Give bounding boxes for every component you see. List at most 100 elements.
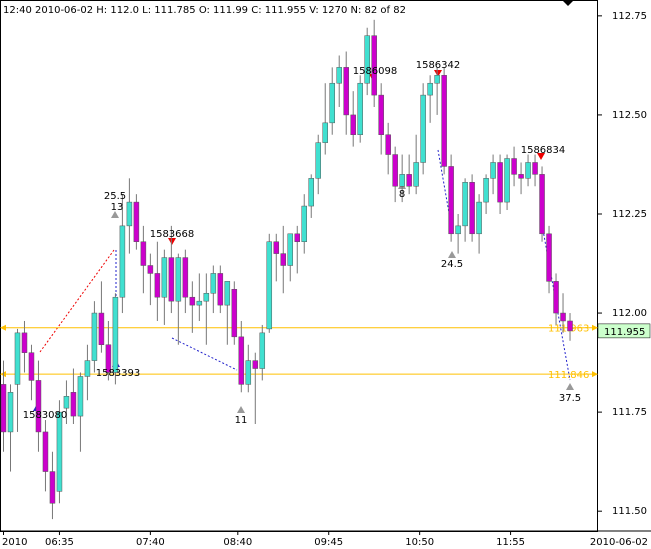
candle-body	[385, 134, 391, 155]
candle-body	[63, 396, 70, 409]
candle-body	[364, 35, 370, 84]
candle-body	[147, 265, 154, 274]
candle-body	[504, 158, 510, 203]
candle-body	[287, 233, 294, 266]
candle-body	[497, 162, 503, 203]
candle-body	[77, 376, 84, 417]
annotation: 8	[399, 189, 405, 200]
candle-body	[406, 174, 412, 187]
level-arrow	[592, 371, 598, 378]
candle-body	[483, 178, 489, 203]
candle-body	[140, 241, 147, 266]
y-tick-label: 112.50	[612, 110, 647, 121]
signal-line	[437, 149, 453, 231]
candle-body	[476, 201, 482, 235]
candle-body	[294, 233, 301, 242]
candle-body	[0, 384, 7, 433]
candle-body	[35, 380, 42, 433]
candle-body	[105, 344, 112, 373]
signal-line	[39, 249, 115, 353]
candle-body	[224, 281, 231, 306]
triangle-marker	[566, 383, 574, 390]
x-tick-label: 08:40	[223, 537, 252, 548]
candle-body	[539, 174, 545, 235]
x-tick-label: 11:55	[496, 537, 525, 548]
price-badge	[597, 323, 651, 339]
candle-body	[420, 94, 426, 163]
candle-body	[427, 82, 433, 96]
candle-body	[322, 122, 328, 143]
candle-body	[56, 411, 63, 492]
scroll-marker	[562, 0, 574, 6]
candle-body	[182, 257, 189, 298]
candle-body	[371, 35, 377, 96]
candle-body	[175, 257, 182, 302]
candle-body	[42, 431, 49, 472]
annotation: 1583393	[96, 368, 141, 379]
candle-body	[28, 352, 35, 381]
annotation: 24.5	[441, 259, 463, 270]
candle-body	[469, 182, 475, 235]
triangle-marker	[111, 211, 119, 218]
annotation: 25.5	[104, 191, 126, 202]
candle-body	[84, 360, 91, 377]
triangle-marker	[448, 251, 456, 258]
candle-body	[553, 281, 559, 314]
candle-body	[560, 312, 566, 322]
candle-body	[308, 178, 314, 207]
candle-body	[14, 332, 21, 385]
end-date: 2010-06-02	[590, 537, 648, 548]
candle-body	[546, 233, 552, 282]
candle-body	[154, 273, 161, 298]
candle-body	[133, 201, 140, 242]
x-tick-label: 07:40	[136, 537, 165, 548]
candle-body	[266, 241, 273, 330]
candle-body	[168, 257, 175, 302]
triangle-marker	[237, 406, 245, 413]
candle-body	[245, 360, 252, 385]
candle-body	[126, 201, 133, 227]
candle-body	[399, 174, 405, 187]
y-tick-label: 112.25	[612, 209, 647, 220]
candle-body	[378, 94, 384, 135]
y-tick-label: 111.75	[612, 407, 647, 418]
candle-body	[350, 114, 356, 135]
candle-body	[252, 360, 259, 369]
candle-body	[490, 162, 496, 179]
triangle-marker	[434, 70, 442, 77]
candle-body	[525, 162, 531, 179]
candle-body	[462, 182, 468, 227]
x-tick-label: 09:45	[314, 537, 343, 548]
candle-body	[315, 142, 321, 179]
annotation: 1583668	[150, 229, 195, 240]
candle-body	[280, 253, 287, 266]
candle-body	[455, 225, 461, 235]
candle-body	[189, 296, 196, 306]
candle-body	[448, 166, 454, 235]
x-tick-label: 06:35	[45, 537, 74, 548]
candle-body	[273, 241, 280, 254]
candle-body	[231, 289, 238, 338]
level-label: 111.846	[548, 370, 589, 381]
candle-body	[434, 75, 440, 84]
candle-body	[329, 82, 335, 124]
annotation: 1586834	[521, 145, 566, 156]
signal-line	[171, 337, 238, 371]
annotation: 13	[111, 202, 124, 213]
candle-body	[119, 225, 126, 298]
x-tick-label: 10:50	[405, 537, 434, 548]
triangle-marker	[168, 238, 176, 245]
candle-body	[567, 320, 573, 332]
candle-body	[532, 162, 538, 175]
candle-body	[413, 162, 419, 187]
level-arrow	[0, 324, 6, 331]
annotation: 1586342	[416, 60, 461, 71]
candle-body	[210, 273, 217, 294]
candle-body	[196, 300, 203, 306]
annotation: 1583080	[23, 410, 68, 421]
header: 12:40 2010-06-02 H: 112.0 L: 111.785 O: …	[3, 5, 406, 16]
candle-body	[161, 257, 168, 298]
y-tick-label: 111.50	[612, 506, 647, 517]
